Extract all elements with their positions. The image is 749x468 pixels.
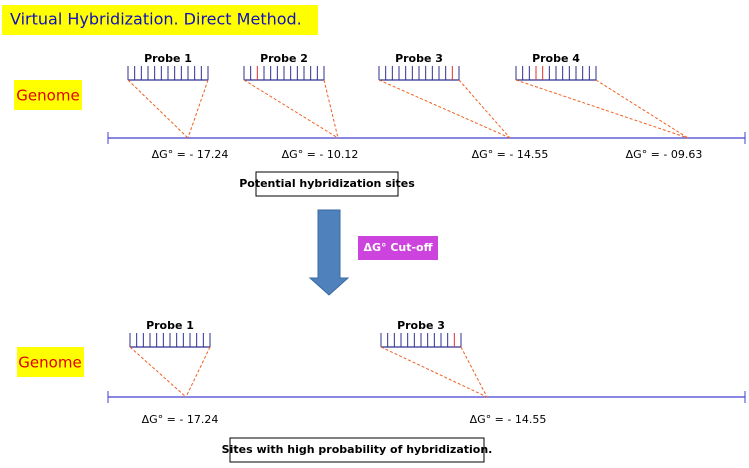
cutoff-label: ΔG° Cut-off [363,241,432,254]
hybrid-dash [460,346,488,398]
sites-label: Sites with high probability of hybridiza… [222,443,493,456]
hybrid-dash [323,79,339,139]
probe-label: Probe 1 [146,319,194,332]
genome-box [17,347,84,377]
hybrid-dash [127,79,189,139]
title: Virtual Hybridization. Direct Method. [10,10,302,29]
delta-g-label: ΔG° = - 10.12 [282,148,359,161]
hybrid-dash [515,79,689,139]
probe-label: Probe 1 [144,52,192,65]
cutoff-box [358,236,438,260]
delta-g-label: ΔG° = - 14.55 [472,148,549,161]
sites-label: Potential hybridization sites [239,177,415,190]
probe-label: Probe 4 [532,52,580,65]
probe-label: Probe 3 [395,52,443,65]
delta-g-label: ΔG° = - 09.63 [626,148,703,161]
hybrid-dash [595,79,689,139]
hybrid-dash [380,346,488,398]
hybrid-dash [378,79,511,139]
arrow [308,209,350,296]
hybrid-dash [185,346,211,398]
genome-label: Genome [16,87,79,105]
hybrid-dash [243,79,339,139]
delta-g-label: ΔG° = - 14.55 [470,413,547,426]
delta-g-label: ΔG° = - 17.24 [152,148,229,161]
hybrid-dash [187,79,209,139]
probe-label: Probe 3 [397,319,445,332]
delta-g-label: ΔG° = - 17.24 [142,413,219,426]
genome-label: Genome [18,354,81,372]
title-box [2,5,318,35]
sites-box [229,437,485,463]
sites-box [255,171,399,197]
probe-label: Probe 2 [260,52,308,65]
hybrid-dash [458,79,511,139]
hybrid-dash [129,346,187,398]
genome-box [14,80,82,110]
